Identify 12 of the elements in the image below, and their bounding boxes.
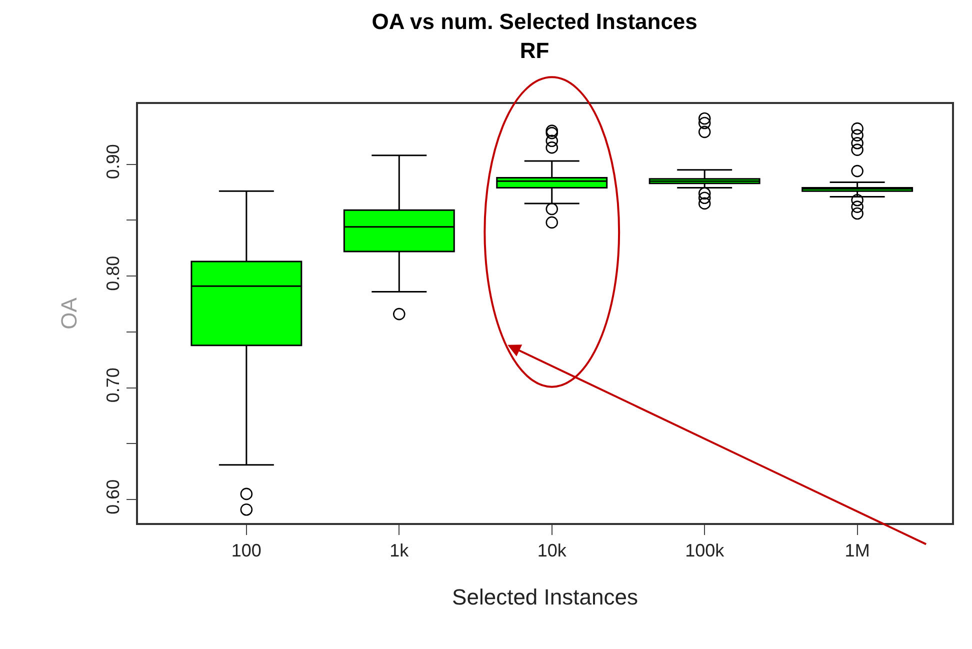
y-axis-title: OA [56, 297, 82, 330]
chart-title: OA vs num. Selected Instances RF [372, 9, 698, 63]
x-tick-label: 1k [390, 540, 410, 560]
y-tick-label: 0.90 [103, 144, 124, 180]
x-tick-label: 1M [844, 540, 870, 560]
y-tick-label: 0.60 [103, 479, 124, 514]
y-tick-label: 0.80 [103, 256, 124, 291]
x-tick-label: 100k [685, 540, 726, 560]
x-axis-title: Selected Instances [452, 584, 638, 610]
y-tick-label: 0.70 [103, 368, 124, 403]
x-tick-label: 100 [231, 540, 262, 560]
x-tick-label: 10k [537, 540, 568, 560]
